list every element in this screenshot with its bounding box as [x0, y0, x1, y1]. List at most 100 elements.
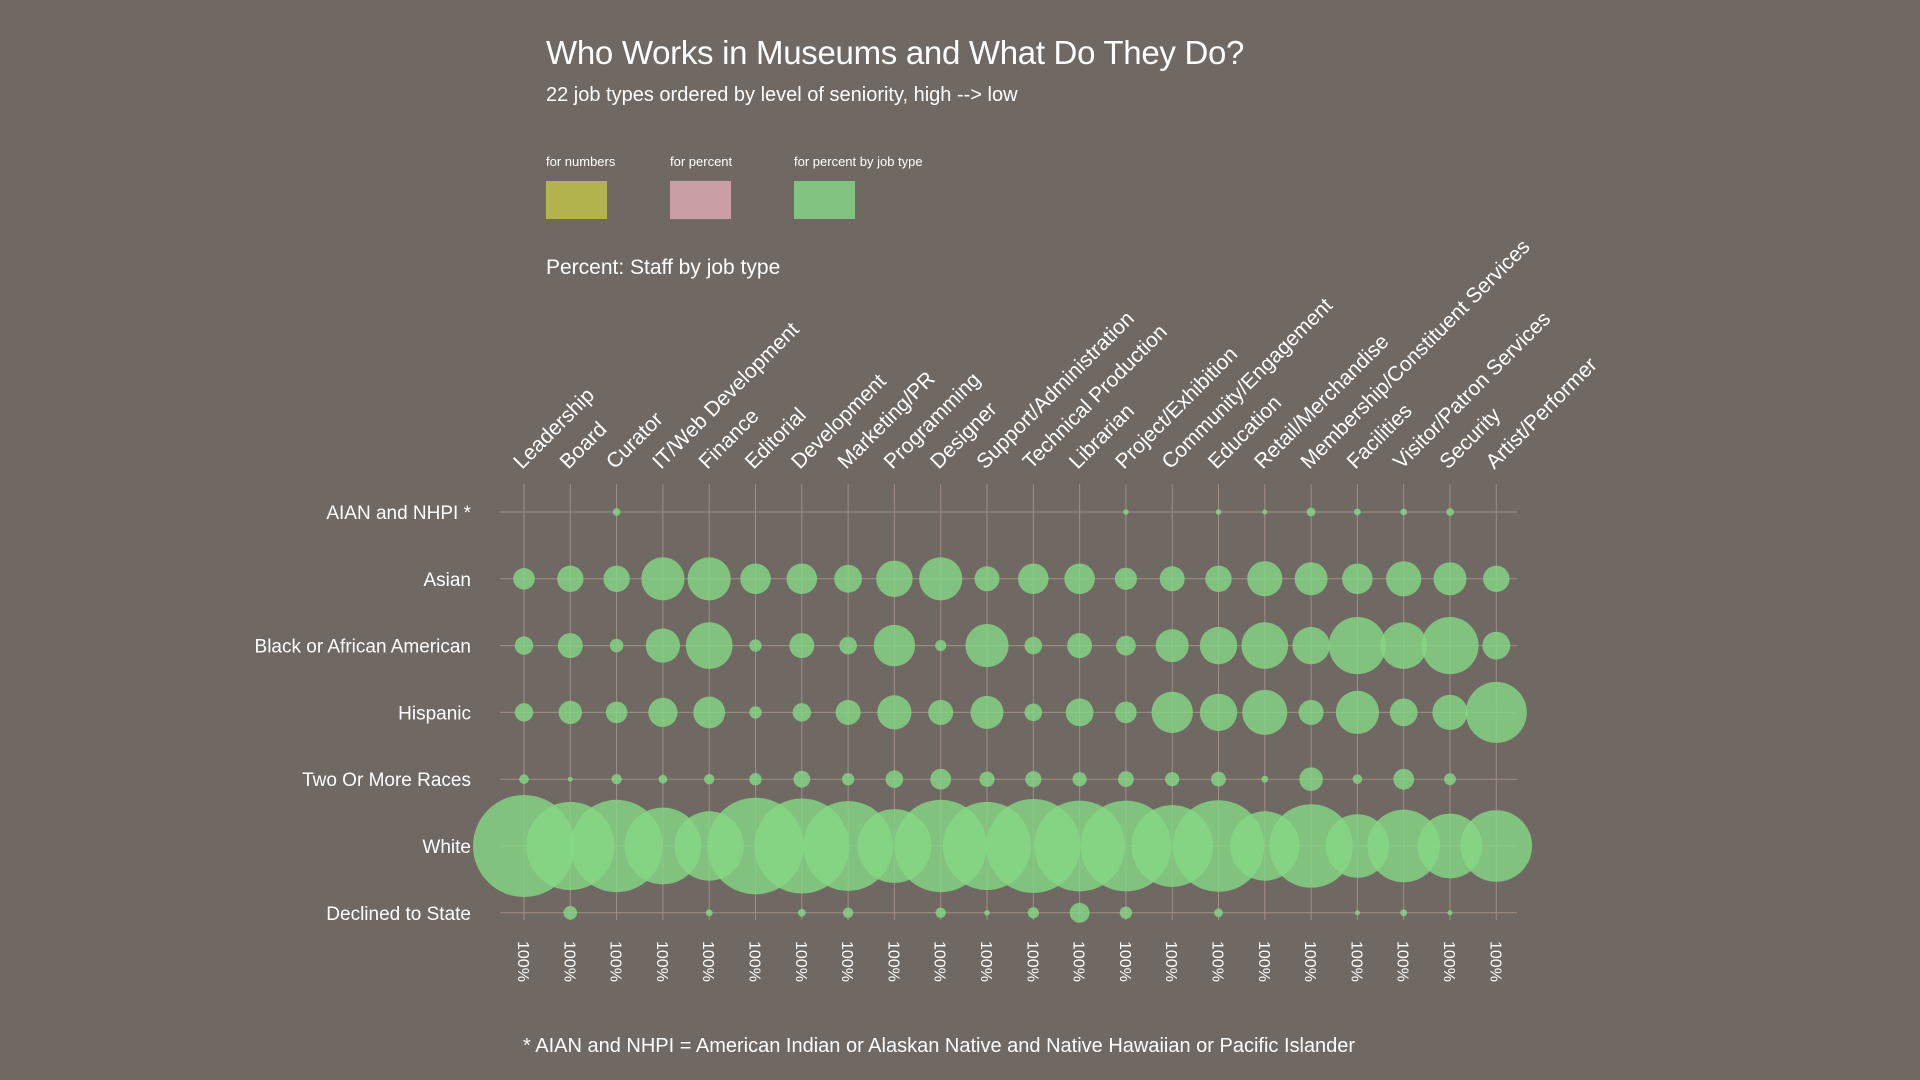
bubble[interactable]: Hispanic — Board: 3.5% [558, 700, 582, 725]
bubble[interactable]: Hispanic — Curator: 3% [605, 701, 628, 724]
bubble[interactable]: Declined to State — Support/Administrati… [984, 910, 990, 916]
bubble[interactable]: Declined to State — Education: 0.5% [1214, 908, 1223, 918]
legend-swatch-percent-by-job-type[interactable] [794, 181, 855, 219]
bubble[interactable]: Hispanic — Designer: 4% [928, 699, 954, 725]
bubble[interactable]: Asian — Artist/Performer: 4.5% [1483, 565, 1510, 592]
bubble[interactable]: Black or African American — Artist/Perfo… [1482, 631, 1511, 660]
bubble[interactable]: White — Membership/Constituent Services:… [1269, 804, 1353, 888]
bubble[interactable]: Asian — Visitor/Patron Services: 8% [1386, 561, 1422, 597]
bubble[interactable]: Two Or More Races — IT/Web Development: … [658, 774, 668, 784]
legend-numbers[interactable]: for numbers [546, 154, 615, 219]
bubble[interactable]: Declined to State — Librarian: 2.5% [1069, 902, 1090, 923]
bubble[interactable]: Declined to State — Designer: 0.7% [935, 907, 946, 918]
legend-swatch-numbers[interactable] [546, 181, 607, 219]
bubble[interactable]: Two Or More Races — Security: 0.9% [1444, 773, 1456, 786]
bubble[interactable]: Two Or More Races — Retail/Merchandise: … [1261, 775, 1269, 783]
bubble[interactable]: Asian — Retail/Merchandise: 8% [1247, 561, 1283, 597]
bubble[interactable]: Black or African American — Community/En… [1155, 629, 1189, 663]
bubble[interactable]: Hispanic — Development: 2.2% [792, 703, 811, 722]
bubble[interactable]: Hispanic — Community/Engagement: 11% [1151, 691, 1193, 734]
bubble[interactable]: Declined to State — Facilities: 0.1% [1354, 910, 1360, 916]
bubble[interactable]: Asian — Programming: 8.5% [876, 560, 913, 597]
bubble[interactable]: Black or African American — Marketing/PR… [839, 636, 857, 655]
bubble[interactable]: Hispanic — Retail/Merchandise: 13% [1242, 689, 1288, 735]
bubble[interactable]: Black or African American — Support/Admi… [965, 624, 1009, 668]
bubble[interactable]: Two Or More Races — Leadership: 0.6% [519, 774, 529, 784]
bubble[interactable]: Black or African American — Designer: 0.… [935, 640, 947, 652]
bubble[interactable]: Hispanic — Programming: 7.5% [877, 695, 912, 730]
bubble[interactable]: Declined to State — Technical Production… [1027, 907, 1039, 919]
bubble[interactable]: Black or African American — Programming:… [873, 624, 916, 667]
bubble[interactable]: AIAN and NHPI * — Education: 0.2% [1215, 509, 1222, 515]
bubble[interactable]: AIAN and NHPI * — Facilities: 0.3% [1354, 508, 1361, 516]
bubble[interactable]: Black or African American — Facilities: … [1328, 617, 1386, 675]
bubble[interactable]: Two Or More Races — Project/Exhibition: … [1118, 771, 1134, 788]
bubble[interactable]: Two Or More Races — Programming: 2% [885, 770, 904, 788]
bubble[interactable]: Two Or More Races — Visitor/Patron Servi… [1393, 768, 1415, 790]
bubble[interactable]: Asian — Project/Exhibition: 3.2% [1114, 567, 1137, 590]
legend-swatch-percent[interactable] [670, 181, 731, 219]
bubble[interactable]: Black or African American — Leadership: … [514, 636, 534, 655]
bubble[interactable]: Black or African American — Security: 21… [1421, 617, 1479, 675]
bubble[interactable]: Hispanic — Facilities: 12% [1335, 690, 1379, 735]
bubble[interactable]: Hispanic — Project/Exhibition: 3% [1115, 701, 1137, 724]
bubble[interactable]: Two Or More Races — Board: 0.15% [567, 776, 573, 782]
bubble[interactable]: Asian — Development: 6% [786, 563, 818, 595]
bubble[interactable]: Black or African American — Board: 4% [557, 633, 583, 659]
bubble[interactable]: Hispanic — Marketing/PR: 4% [835, 699, 861, 725]
bubble[interactable]: Black or African American — Technical Pr… [1024, 636, 1043, 655]
bubble[interactable]: Black or African American — Project/Exhi… [1116, 635, 1136, 656]
bubble[interactable]: Hispanic — IT/Web Development: 5.5% [648, 697, 678, 728]
bubble[interactable]: Two Or More Races — Community/Engagement… [1165, 772, 1180, 787]
bubble[interactable]: Hispanic — Finance: 6.5% [693, 696, 726, 729]
bubble[interactable]: Asian — Facilities: 6% [1342, 563, 1373, 595]
bubble[interactable]: Black or African American — IT/Web Devel… [645, 628, 681, 663]
bubble[interactable]: Two Or More Races — Marketing/PR: 1% [841, 773, 855, 786]
bubble[interactable]: Asian — Support/Administration: 4% [974, 566, 1000, 592]
bubble[interactable]: Declined to State — Project/Exhibition: … [1119, 906, 1133, 919]
bubble[interactable]: Declined to State — Marketing/PR: 0.7% [842, 907, 854, 918]
bubble[interactable]: Two Or More Races — Development: 1.8% [793, 770, 811, 788]
bubble[interactable]: Black or African American — Education: 9… [1199, 626, 1238, 665]
bubble[interactable]: AIAN and NHPI * — Curator: 0.4% [612, 508, 621, 516]
bubble[interactable]: Asian — Technical Production: 6% [1018, 563, 1049, 595]
bubble[interactable]: Two Or More Races — Editorial: 1% [749, 773, 762, 786]
bubble[interactable]: Black or African American — Curator: 1.2… [609, 638, 624, 653]
bubble[interactable]: Declined to State — Visitor/Patron Servi… [1400, 909, 1408, 917]
bubble[interactable]: Hispanic — Editorial: 1% [749, 706, 762, 719]
bubble[interactable]: Asian — Librarian: 6% [1064, 563, 1095, 595]
legend-percent[interactable]: for percent [670, 154, 732, 219]
bubble[interactable]: Hispanic — Support/Administration: 7% [970, 695, 1004, 729]
bubble[interactable]: Hispanic — Membership/Constituent Servic… [1298, 699, 1324, 725]
bubble[interactable]: Asian — Leadership: 3% [513, 568, 535, 590]
bubble[interactable]: Two Or More Races — Designer: 2.8% [930, 768, 952, 790]
bubble[interactable]: Asian — Security: 7% [1433, 562, 1467, 596]
bubble[interactable]: Two Or More Races — Membership/Constitue… [1299, 767, 1323, 791]
bubble[interactable]: Hispanic — Technical Production: 2% [1024, 703, 1043, 722]
bubble[interactable]: Hispanic — Education: 9% [1199, 693, 1238, 732]
bubble[interactable]: Two Or More Races — Finance: 0.7% [704, 774, 715, 785]
bubble[interactable]: Declined to State — Finance: 0.3% [705, 909, 713, 917]
bubble[interactable]: Two Or More Races — Technical Production… [1025, 771, 1042, 788]
bubble[interactable]: Hispanic — Visitor/Patron Services: 5% [1389, 698, 1418, 727]
bubble[interactable]: Two Or More Races — Curator: 0.7% [611, 774, 622, 785]
bubble[interactable]: AIAN and NHPI * — Project/Exhibition: 0.… [1123, 509, 1129, 515]
bubble[interactable]: Two Or More Races — Education: 1.4% [1211, 771, 1226, 787]
bubble[interactable]: Two Or More Races — Support/Administrati… [979, 771, 995, 787]
bubble[interactable]: Black or African American — Development:… [789, 633, 815, 659]
bubble[interactable]: Asian — Education: 4.5% [1205, 565, 1232, 592]
bubble[interactable]: Declined to State — Security: 0.1% [1447, 910, 1453, 916]
bubble[interactable]: Asian — Membership/Constituent Services:… [1294, 562, 1328, 596]
bubble[interactable]: Asian — Curator: 4.5% [603, 565, 630, 592]
bubble[interactable]: Hispanic — Librarian: 5% [1065, 698, 1094, 727]
bubble[interactable]: Black or African American — Finance: 14% [685, 622, 733, 669]
bubble[interactable]: Two Or More Races — Facilities: 0.6% [1352, 774, 1363, 784]
bubble[interactable]: Black or African American — Editorial: 1… [749, 639, 762, 652]
bubble[interactable]: Declined to State — Board: 1.2% [563, 906, 578, 920]
bubble[interactable]: Black or African American — Librarian: 4… [1067, 633, 1093, 659]
bubble[interactable]: White — Artist/Performer: 33% [1460, 810, 1533, 882]
bubble[interactable]: Hispanic — Security: 8% [1432, 694, 1468, 731]
bubble[interactable]: Asian — Community/Engagement: 4% [1159, 566, 1185, 592]
legend-percent-by-job-type[interactable]: for percent by job type [794, 154, 923, 219]
bubble[interactable]: AIAN and NHPI * — Visitor/Patron Service… [1400, 508, 1408, 516]
